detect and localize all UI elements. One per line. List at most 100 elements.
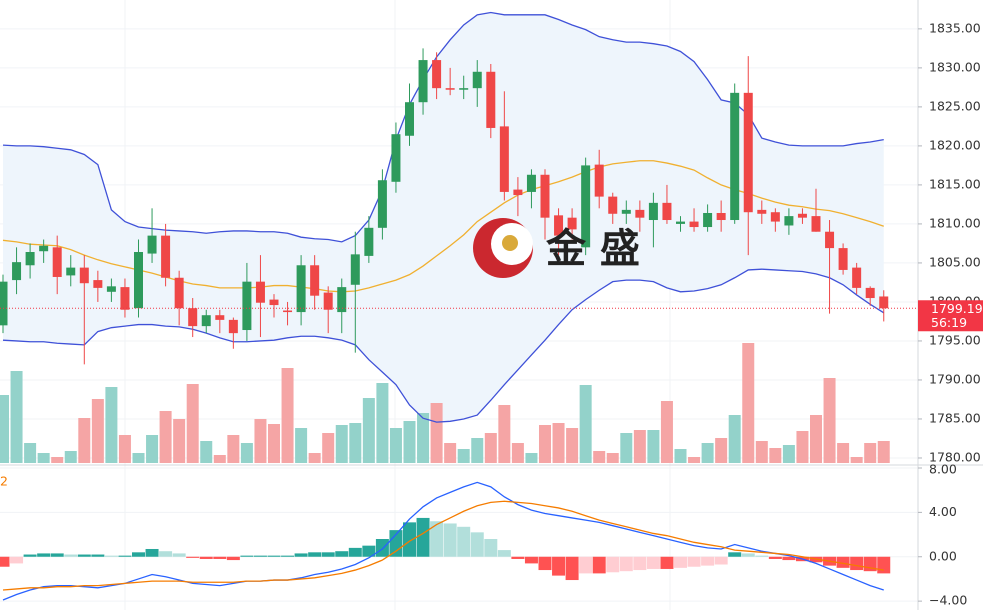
histogram-bar [619,556,633,572]
histogram-bar [145,548,159,557]
y-tick-label: 8.00 [929,462,957,477]
histogram-bar [443,523,457,557]
candle-body [757,209,767,214]
volume-bar [403,421,416,463]
candle-body [39,245,49,252]
histogram-bar [457,526,471,557]
histogram-bar [714,556,728,565]
volume-bar [308,453,321,463]
volume-bar [837,443,850,463]
histogram-bar [592,556,606,574]
last-price-label: 1799.19 [931,301,983,316]
candle-body [540,174,550,218]
volume-bar [227,435,240,463]
volume-bar [552,423,565,463]
histogram-bar [552,556,566,576]
histogram-bar [511,556,525,559]
watermark: 金 盛 [473,218,640,278]
histogram-bar [728,552,742,557]
candle-body [255,281,265,303]
countdown-label: 56:19 [931,315,967,330]
volume-bar [850,457,863,463]
histogram-bar [308,552,322,557]
candle-body [865,287,875,299]
volume-bar [64,451,77,463]
histogram-bar [118,555,132,557]
candle-body [391,134,401,182]
volume-bar [647,430,660,463]
volume-bar [105,387,118,463]
volume-bar [688,457,701,463]
histogram-bar [186,556,200,558]
volume-bar [606,453,619,463]
histogram-bar [0,556,10,567]
volume-bar [78,418,91,463]
histogram-bar [701,556,715,566]
candle-body [716,212,726,221]
candle-body [554,215,564,236]
candle-body [730,92,740,221]
candle-body [337,287,347,313]
volume-bar [37,453,50,463]
candle-body [608,196,618,214]
volume-bar [200,441,213,463]
candle-body [134,252,143,309]
candle-body [147,235,157,254]
histogram-bar [416,517,430,557]
histogram-bar [403,522,416,557]
plot [0,11,918,602]
candle-body [201,315,211,327]
candle-body [79,267,89,284]
y-tick-label: 1825.00 [929,98,981,113]
volume-bar [864,443,877,463]
volume-bar [579,385,592,463]
histogram-bar [77,554,91,557]
candle-body [770,212,780,222]
histogram-bar [430,521,444,557]
y-tick-label: 1830.00 [929,59,981,74]
histogram-bar [37,553,51,557]
volume-bar [362,398,375,463]
volume-bar [281,368,294,463]
histogram-bar [755,555,769,557]
candle-body [323,292,333,310]
volume-bar [268,424,280,463]
candle-body [825,231,835,249]
candle-body [215,315,225,320]
histogram-bar [253,555,267,557]
y-tick-label: 1780.00 [929,449,981,464]
volume-bar [715,438,728,463]
candle-body [174,277,184,309]
volume-bar [877,441,890,463]
candle-body [310,265,320,296]
candle-body [797,213,807,218]
candle-body [486,71,496,128]
candle-body [188,308,198,327]
histogram-bar [348,547,362,557]
histogram-bar [633,556,647,571]
volume-bar [254,419,267,463]
volume-bar [322,433,335,463]
volume-bar [782,445,795,463]
histogram-bar [335,551,349,557]
candle-body [228,319,238,334]
candle-body [689,221,699,228]
candle-body [283,310,293,313]
candle-body [459,88,469,90]
candle-body [852,267,862,288]
volume-bar [484,433,497,463]
histogram-bar [10,556,24,564]
histogram-bar [687,556,701,567]
histogram-bar [132,552,145,557]
volume-bar [457,449,470,463]
histogram-bar [606,556,620,573]
histogram-bar [850,556,864,571]
candle-body [0,281,8,326]
histogram-bar [226,556,240,561]
volume-bar [742,343,755,463]
histogram-bar [172,553,186,557]
y-tick-label: 1820.00 [929,137,981,152]
y-tick-label: 1810.00 [929,215,981,230]
volume-bar [389,428,402,463]
histogram-bar [565,556,579,581]
